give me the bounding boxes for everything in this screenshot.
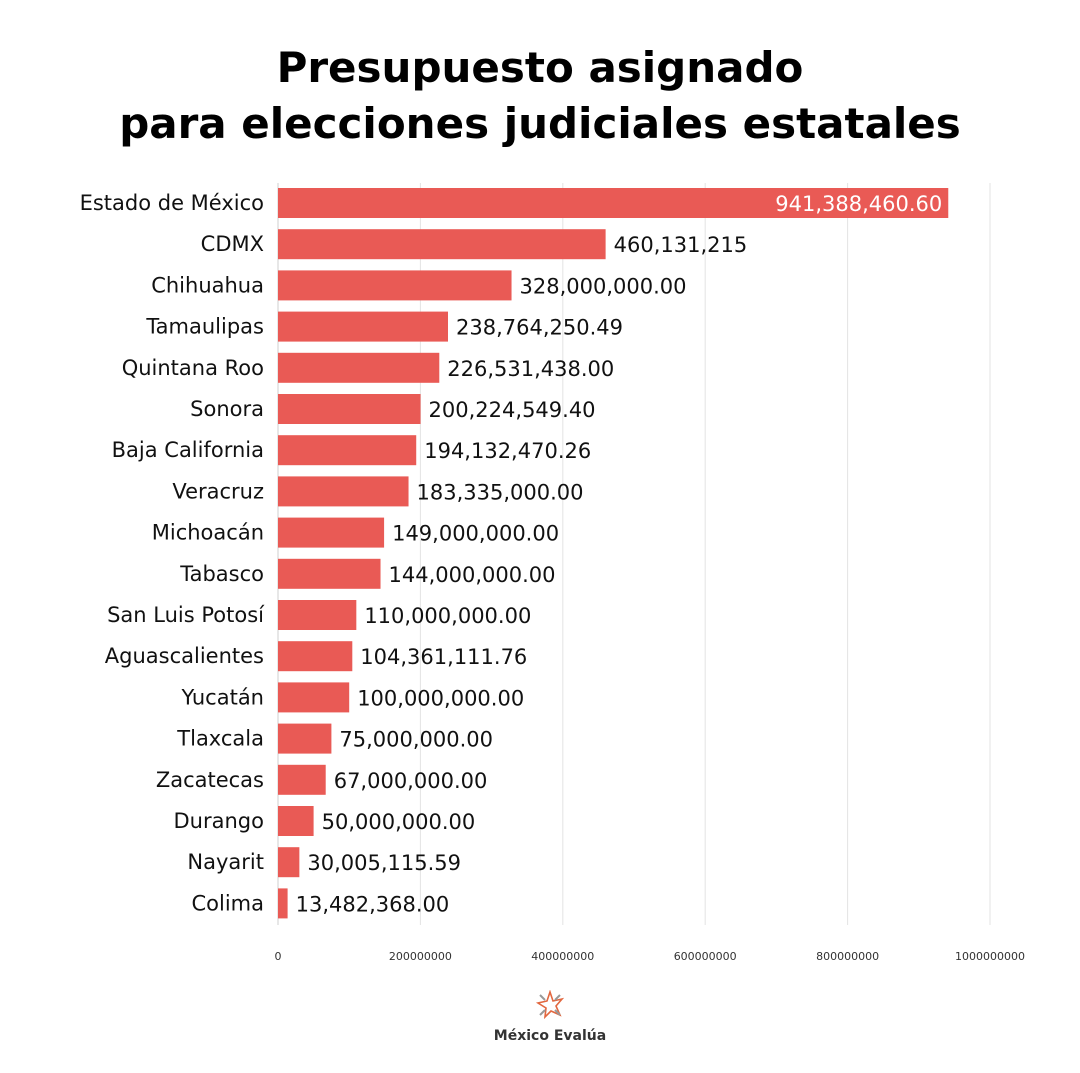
category-label: Tamaulipas	[145, 315, 264, 339]
category-label: Nayarit	[187, 850, 264, 874]
bar	[278, 352, 440, 383]
bar	[278, 723, 332, 754]
x-tick-label: 200000000	[389, 950, 452, 963]
category-label: Baja California	[112, 438, 264, 462]
x-tick-label: 600000000	[674, 950, 737, 963]
category-label: Michoacán	[152, 521, 264, 545]
category-label: Tabasco	[179, 562, 264, 586]
bar	[278, 682, 350, 713]
bar	[278, 435, 417, 466]
chart-title: Presupuesto asignado para elecciones jud…	[0, 40, 1080, 152]
data-label: 328,000,000.00	[520, 274, 687, 298]
bar	[278, 888, 288, 919]
category-label: San Luis Potosí	[107, 603, 265, 627]
category-label: Durango	[174, 809, 264, 833]
data-label: 75,000,000.00	[339, 728, 493, 752]
category-label: Yucatán	[180, 685, 264, 709]
data-label: 30,005,115.59	[307, 851, 461, 875]
bar	[278, 847, 300, 878]
bar	[278, 806, 314, 836]
bar	[278, 764, 326, 795]
bar	[278, 517, 385, 548]
data-label: 100,000,000.00	[357, 686, 524, 710]
data-label: 194,132,470.26	[424, 439, 591, 463]
x-tick-label: 800000000	[816, 950, 879, 963]
data-label: 50,000,000.00	[322, 810, 476, 834]
logo-text: México Evalúa	[493, 1028, 607, 1044]
bar	[278, 600, 357, 630]
bar	[278, 270, 512, 301]
bar	[278, 188, 949, 218]
category-label: Estado de México	[80, 191, 264, 215]
data-label: 238,764,250.49	[456, 316, 623, 340]
bar	[278, 311, 449, 342]
x-tick-label: 1000000000	[955, 950, 1025, 963]
data-label: 460,131,215	[614, 233, 748, 257]
bar	[278, 229, 606, 260]
category-label: Zacatecas	[156, 768, 264, 792]
data-label: 183,335,000.00	[417, 480, 584, 504]
data-label: 67,000,000.00	[334, 769, 488, 793]
title-line-1: Presupuesto asignado	[276, 43, 804, 92]
title-line-2: para elecciones judiciales estatales	[119, 99, 961, 148]
category-label: Quintana Roo	[122, 356, 264, 380]
bar	[278, 476, 409, 507]
data-label: 13,482,368.00	[296, 892, 450, 916]
data-label: 104,361,111.76	[360, 645, 527, 669]
data-label: 941,388,460.60	[775, 192, 942, 216]
x-tick-label: 0	[275, 950, 282, 963]
category-label: Tlaxcala	[176, 727, 264, 751]
data-label: 200,224,549.40	[429, 398, 596, 422]
bar	[278, 641, 353, 672]
data-label: 144,000,000.00	[389, 563, 556, 587]
bar	[278, 558, 381, 589]
category-label: Sonora	[190, 397, 264, 421]
category-label: CDMX	[201, 232, 264, 256]
data-label: 226,531,438.00	[447, 357, 614, 381]
bar	[278, 394, 421, 424]
logo-star-icon	[535, 989, 565, 1020]
category-label: Veracruz	[172, 479, 264, 503]
x-tick-label: 400000000	[531, 950, 594, 963]
category-label: Aguascalientes	[105, 644, 264, 668]
category-label: Chihuahua	[151, 273, 264, 297]
logo: México Evalúa	[470, 989, 630, 1044]
data-label: 110,000,000.00	[364, 604, 531, 628]
data-label: 149,000,000.00	[392, 522, 559, 546]
category-label: Colima	[191, 891, 264, 915]
